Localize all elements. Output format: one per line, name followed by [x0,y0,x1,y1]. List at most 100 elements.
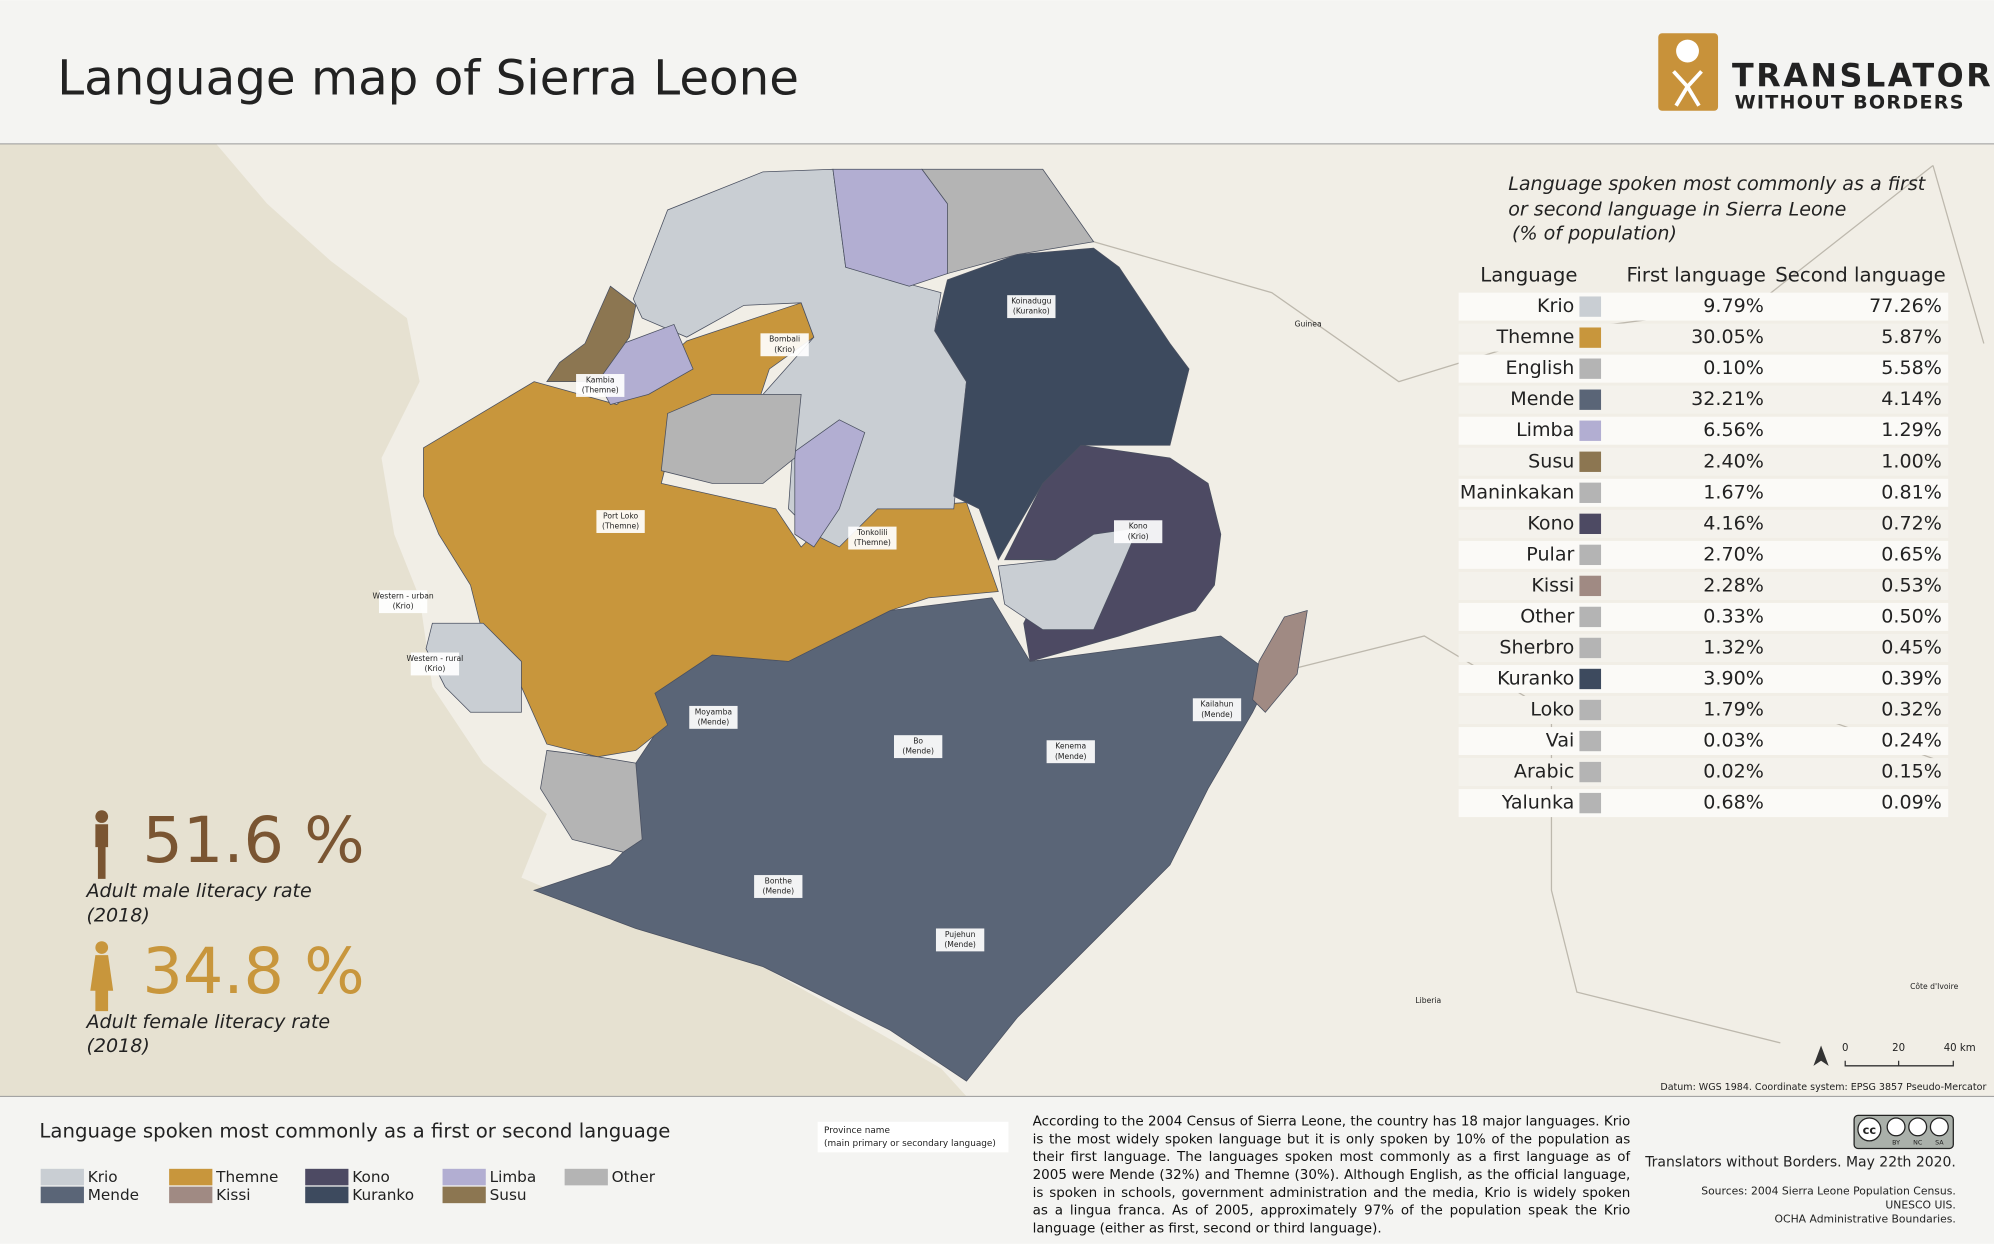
second-language-share: 0.65% [1881,543,1942,565]
first-language-share: 0.02% [1703,761,1764,783]
language-swatch [1579,668,1602,690]
legend-title: Language spoken most commonly as a first… [39,1119,670,1142]
province-label: Kono(Krio) [1113,520,1163,544]
province-label: Kambia (Themne) [576,374,625,397]
table-title: or second language in Sierra Leone [1508,198,1846,220]
language-swatch [1579,792,1602,814]
region-other [660,393,802,484]
province-key [817,1121,1009,1153]
note-box: According to the 2004 Census of Sierra L… [1033,1114,1631,1236]
language-swatch [1579,637,1602,659]
province-label: Kailahun(Mende) [1192,698,1242,722]
table-row [1458,540,1949,569]
language-swatch [1579,389,1602,410]
credit-author: Translators without Borders. May 22th 20… [1644,1154,1956,1170]
badge-icon [1886,1117,1906,1137]
province-label-box [689,705,738,729]
province-name: Koinadugu [1011,297,1051,306]
province-label: Western - urban(Krio) [373,590,434,614]
language-name: English [1506,357,1575,379]
province-language: (Mende) [762,887,794,896]
icon-head [95,810,109,823]
table-row [1458,664,1949,693]
legend-label: Mende [88,1186,139,1204]
province-name: Kailahun [1201,700,1234,709]
table-row [1458,602,1949,631]
province-language: (Mende) [698,717,730,726]
province-language: (Krio) [393,602,414,611]
title: Language map of Sierra Leone [57,51,799,107]
province-label: Moyamba(Mende) [689,705,738,729]
province-label-box [596,510,645,533]
logo-mark [1658,33,1719,111]
second-language-share: 0.24% [1881,730,1942,752]
province-name: Bonthe [765,876,793,885]
province-label-box [848,526,897,550]
first-language-share: 0.33% [1703,605,1764,627]
second-language-share: 0.09% [1881,792,1942,814]
table-row [1458,696,1949,724]
region-other [540,750,643,853]
logo-line1: TRANSLATORS [1732,58,1994,95]
table-row [1458,509,1949,538]
province-language: (Krio) [424,664,445,673]
province-label: Tonkolili(Themne) [848,526,897,550]
province-label: Koinadugu(Kuranko) [1007,295,1056,319]
table-row [1458,633,1949,662]
first-language-share: 2.28% [1703,574,1764,596]
badge-icon [1929,1117,1949,1137]
literacy-year: (2018) [86,1035,149,1057]
province-language: (Themne) [582,386,619,395]
table-title: (% of population) [1512,223,1677,245]
table-row [1458,292,1949,321]
language-swatch [1579,575,1602,597]
province-label: Kenema(Mende) [1046,740,1095,764]
first-language-share: 4.16% [1703,512,1764,534]
language-name: Yalunka [1501,792,1575,814]
first-language-share: 1.32% [1703,636,1764,658]
province-name: Tonkolili [856,528,887,537]
credit-source: Sources: 2004 Sierra Leone Population Ce… [1701,1185,1956,1198]
table-row [1458,727,1949,756]
scale-bar [1844,1060,1954,1067]
column-header: Second language [1775,264,1946,287]
sea [0,143,967,1097]
province-name: Moyamba [695,707,732,716]
first-language-share: 1.79% [1703,699,1764,721]
language-swatch [1579,296,1602,317]
legend-swatch [305,1168,349,1186]
first-language-share: 0.68% [1703,792,1764,814]
legend-swatch [169,1168,213,1186]
language-swatch [1579,761,1602,783]
second-language-share: 0.45% [1881,636,1942,658]
language-name: Themne [1496,326,1575,348]
language-swatch [1579,420,1602,441]
first-language-share: 2.40% [1703,450,1764,472]
province-label: Pujehun(Mende) [935,928,985,952]
legend-swatch [564,1168,608,1186]
province-label-box [760,333,809,357]
legend-swatch [169,1186,213,1204]
province-label-box [1113,520,1163,544]
province-label: Western - rural(Krio) [407,652,463,676]
table-row [1458,789,1949,818]
second-language-share: 0.15% [1881,761,1942,783]
second-language-share: 0.32% [1881,699,1942,721]
badge-label: cc [1863,1123,1877,1137]
table-row [1458,385,1949,414]
province-label-box [410,652,460,676]
province-label-box [935,928,985,952]
province-language: (Themne) [854,538,891,547]
language-swatch [1579,606,1602,628]
scale-label: 40 km [1944,1043,1976,1054]
second-language-share: 0.53% [1881,574,1942,596]
province-key-name: Province name [824,1126,890,1136]
province-label-box [1046,740,1095,764]
badge-icon [1908,1117,1928,1137]
province-label-box [754,875,803,898]
province-language: (Themne) [602,522,639,531]
credit-source: UNESCO UIS. [1885,1199,1956,1212]
language-name: Arabic [1514,761,1574,783]
table-row [1458,447,1949,476]
license-badge: cc BY NC SA [1853,1114,1954,1150]
